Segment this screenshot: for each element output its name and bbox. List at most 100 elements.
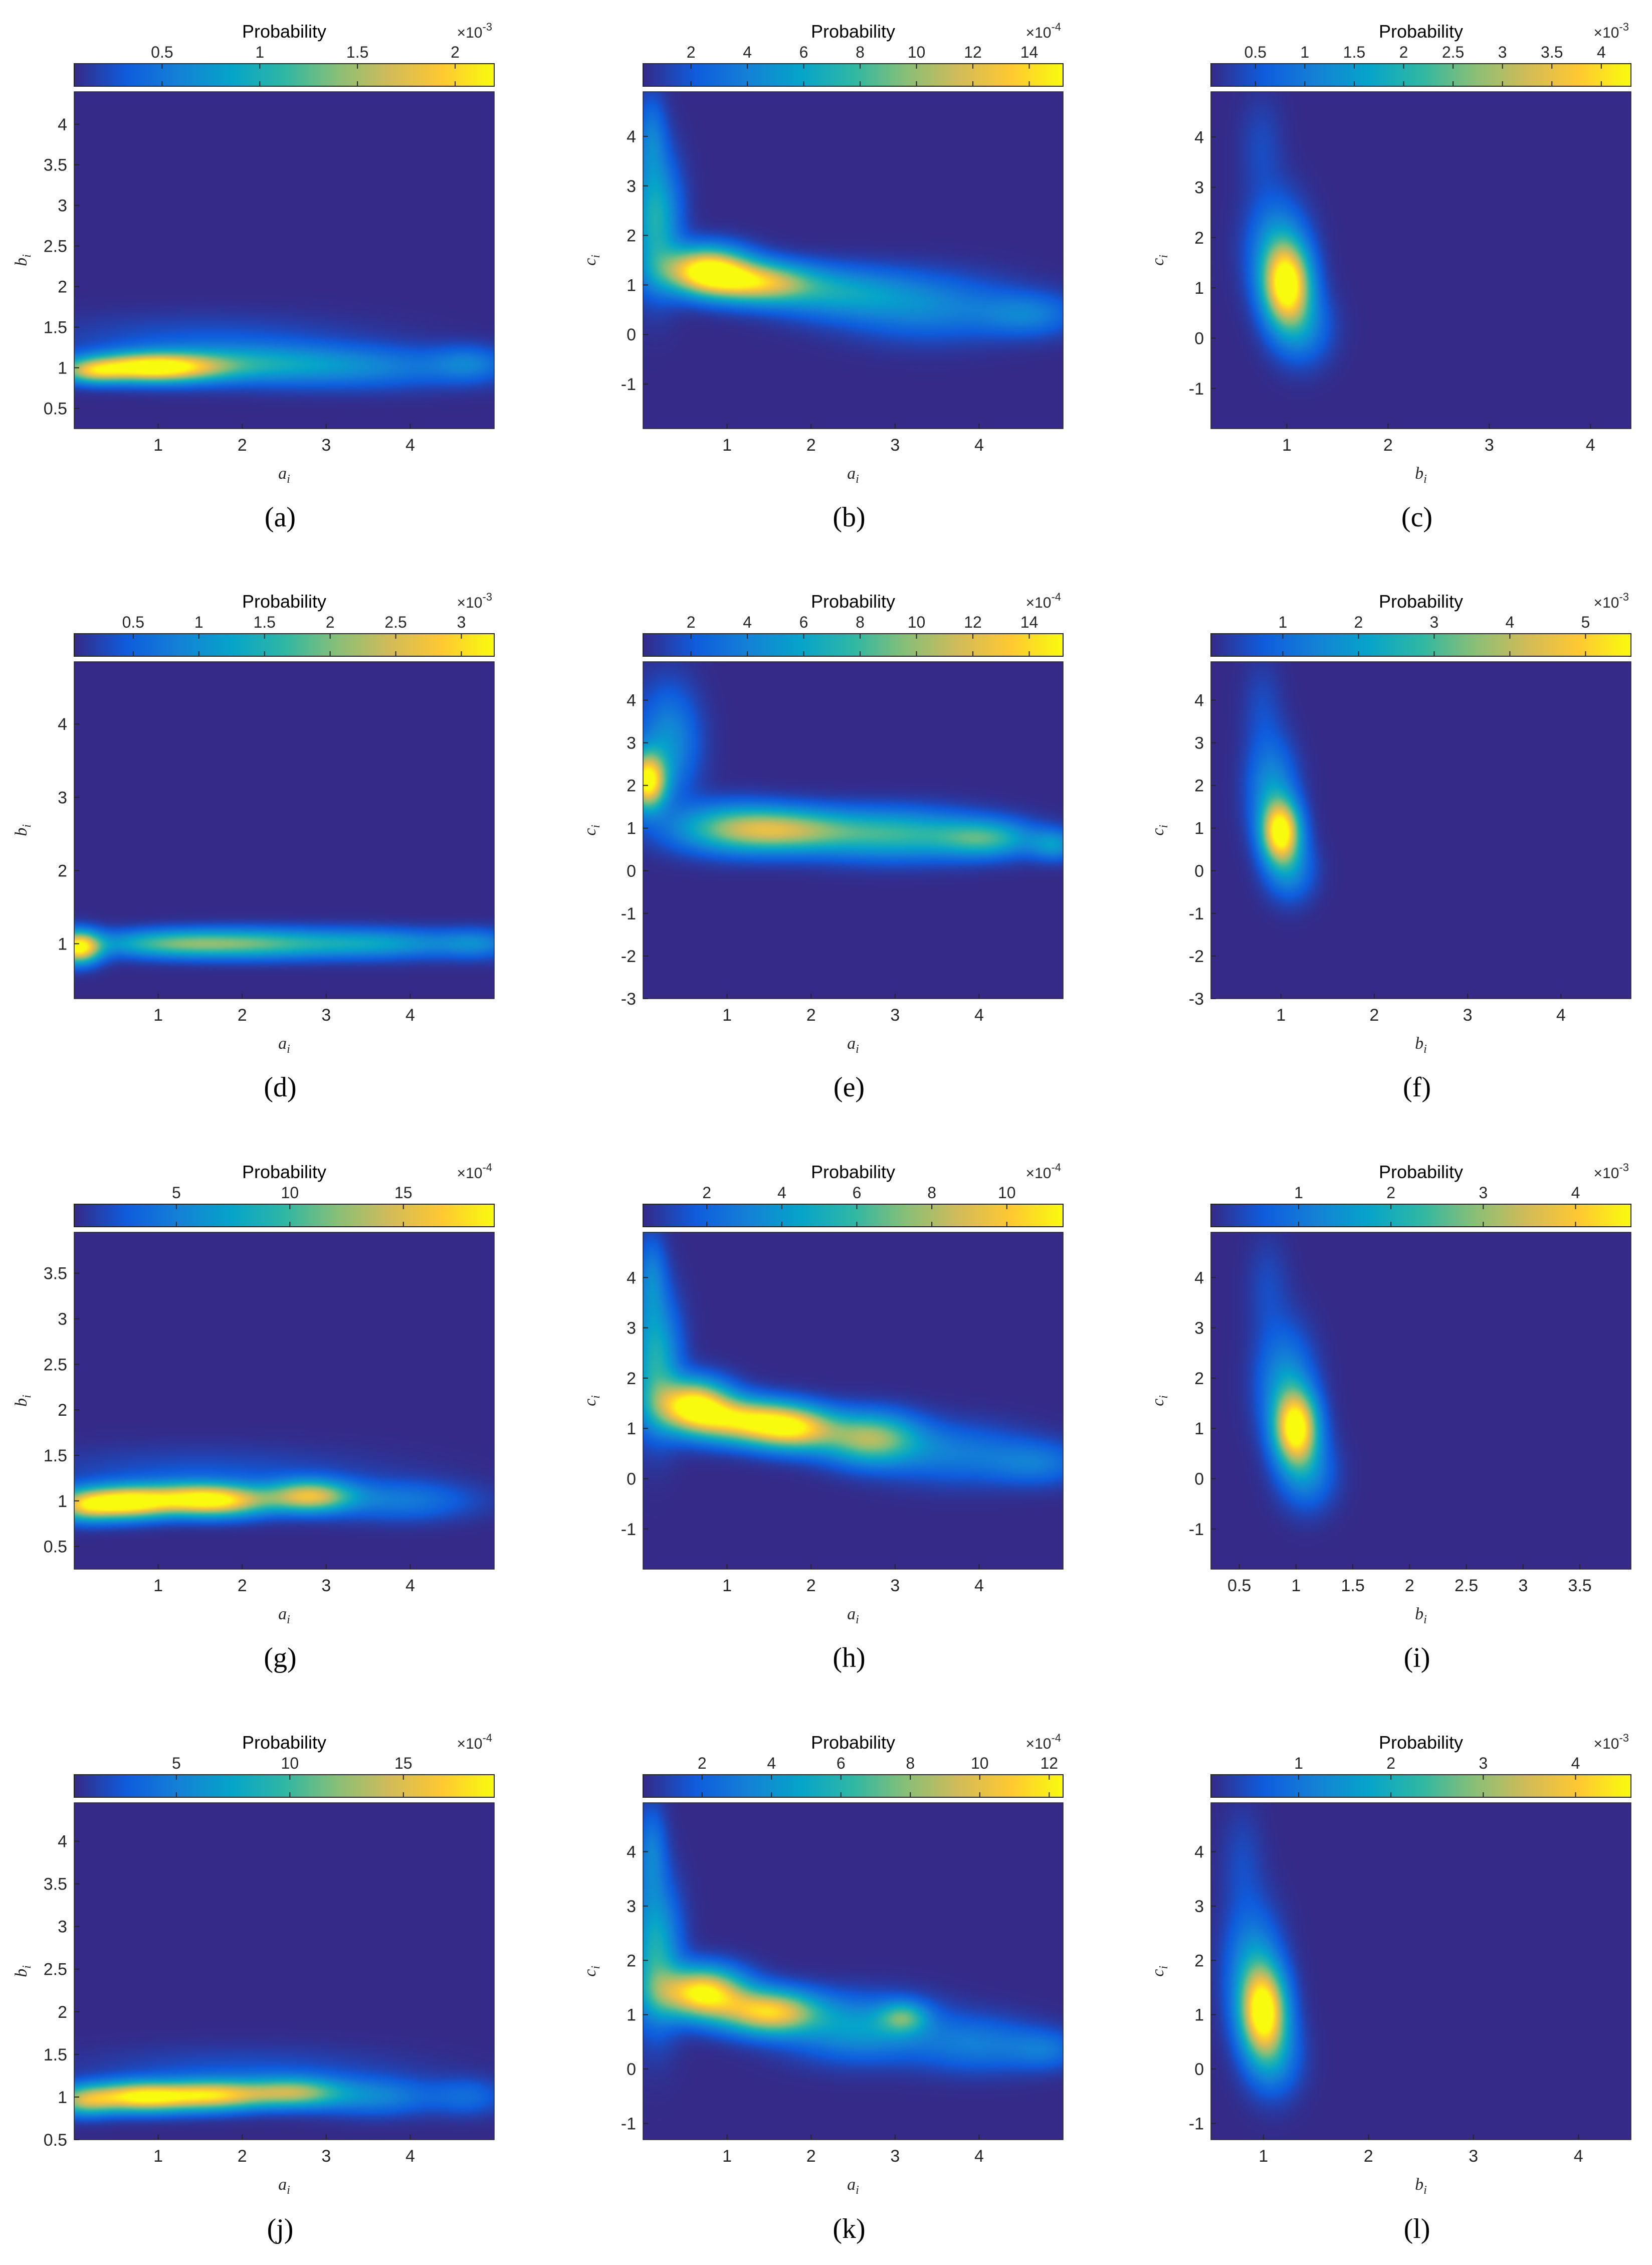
x-axis-label: ai [847,2175,859,2197]
x-axis-label: bi [1415,464,1427,486]
x-tick-label: 4 [1586,436,1595,455]
y-axis-label: ci [581,1395,602,1406]
y-tick-label: 4 [58,715,67,734]
colorbar-tick-label: 1 [1294,1754,1303,1772]
colorbar-tick-label: 1.5 [253,613,275,631]
y-tick-label: 2 [58,1401,67,1420]
x-tick-label: 1 [1276,1006,1286,1025]
y-tick-label: -1 [1189,2114,1204,2133]
y-tick-label: -1 [621,375,636,394]
colorbar-a [74,63,495,87]
colorbar-tick-label: 2 [1354,613,1363,631]
y-axis-label: ci [1149,1966,1170,1977]
x-tick-label: 1 [722,436,732,455]
x-tick-label: 3.5 [1568,1576,1591,1595]
colorbar-tick-label: 6 [837,1754,846,1772]
colorbar-tick-label: 3 [1430,613,1439,631]
y-tick-label: 2 [58,278,67,297]
y-tick-label: 3 [1194,1897,1204,1916]
subfigure-caption: (a) [265,502,296,533]
y-axis-label: bi [12,824,34,836]
y-tick-label: 3 [1194,734,1204,753]
x-tick-label: 2 [1369,1006,1379,1025]
y-tick-label: 2 [58,2003,67,2022]
y-tick-label: 0 [627,325,636,344]
colorbar-e [643,633,1064,657]
y-tick-label: 4 [58,115,67,134]
colorbar-exponent: ×10-4 [1026,21,1061,41]
y-tick-label: 1.5 [44,318,67,337]
colorbar-tick-label: 2 [698,1754,707,1772]
x-tick-label: 1 [1291,1576,1301,1595]
y-tick-label: 1 [58,2088,67,2107]
x-tick-label: 3 [890,1006,900,1025]
colorbar-title: Probability [811,21,895,42]
subplot-l: 1 2 3 4 Probability ×10-3 1 2 3 4 -1 0 1 2 3 4 bi ci (l) [1149,1732,1631,2244]
subfigure-caption: (e) [834,1072,865,1103]
colorbar-tick-label: 2 [702,1184,711,1202]
x-tick-label: 1 [722,1576,732,1595]
colorbar-tick-label: 2 [1386,1754,1395,1772]
subplot-g: 5 10 15 Probability ×10-4 1 2 3 4 0.5 1 1.5 2 2.5 3 3.5… [12,1161,495,1673]
heatmap-g [74,1232,494,1569]
colorbar-exponent: ×10-4 [1026,1732,1061,1752]
colorbar-tick-label: 1 [1300,43,1309,61]
heatmap-a [74,92,494,429]
colorbar-tick-label: 1 [1294,1184,1303,1202]
y-tick-label: 0 [1194,862,1204,881]
subfigure-caption: (g) [264,1642,296,1673]
colorbar-exponent: ×10-4 [457,1161,492,1182]
colorbar-tick-label: 8 [856,613,865,631]
x-axis-label: ai [278,2175,290,2197]
x-tick-label: 1 [722,2147,732,2166]
colorbar-tick-label: 12 [964,43,982,61]
x-tick-label: 1 [153,436,163,455]
y-tick-label: 0 [1194,329,1204,348]
y-tick-label: 0 [627,2060,636,2079]
y-axis-label: ci [1149,255,1170,266]
y-tick-label: 4 [627,1843,636,1862]
colorbar-tick-label: 10 [971,1754,989,1772]
y-tick-label: 0 [627,1469,636,1488]
x-tick-label: 4 [974,2147,984,2166]
x-axis-label: ai [278,1034,290,1056]
y-tick-label: 2 [627,1951,636,1970]
heatmap-j [74,1803,494,2140]
colorbar-tick-label: 6 [799,613,808,631]
y-tick-label: 2 [627,1369,636,1388]
colorbar-c [1210,63,1631,87]
x-axis-label: ai [278,1605,290,1626]
colorbar-tick-label: 4 [1571,1184,1580,1202]
y-tick-label: 1 [627,819,636,838]
subfigure-caption: (d) [264,1072,296,1103]
x-tick-label: 2 [806,1006,816,1025]
y-tick-label: 0 [1194,1469,1204,1488]
x-tick-label: 4 [974,436,984,455]
y-tick-label: 3 [1194,1319,1204,1338]
x-tick-label: 1 [1259,2147,1268,2166]
x-tick-label: 2 [806,436,816,455]
x-tick-label: 2 [1405,1576,1414,1595]
x-tick-label: 2 [806,1576,816,1595]
y-tick-label: 3 [58,788,67,807]
y-tick-label: 1 [1194,1419,1204,1438]
colorbar-tick-label: 2 [1399,43,1408,61]
colorbar-tick-label: 1.5 [346,43,368,61]
x-tick-label: 3 [890,2147,900,2166]
colorbar-tick-label: 3 [457,613,466,631]
colorbar-exponent: ×10-4 [457,1732,492,1752]
colorbar-f [1210,633,1631,657]
x-axis-label: ai [847,1034,859,1056]
subfigure-caption: (j) [267,2213,294,2244]
colorbar-tick-label: 10 [998,1184,1016,1202]
x-axis-label: bi [1415,2175,1427,2197]
colorbar-g [74,1204,495,1227]
heatmap-c [1211,92,1631,429]
x-axis-label: bi [1415,1034,1427,1056]
heatmap-k [643,1803,1063,2140]
colorbar-tick-label: 10 [281,1184,299,1202]
x-tick-label: 3 [890,436,900,455]
x-tick-label: 2 [1364,2147,1373,2166]
